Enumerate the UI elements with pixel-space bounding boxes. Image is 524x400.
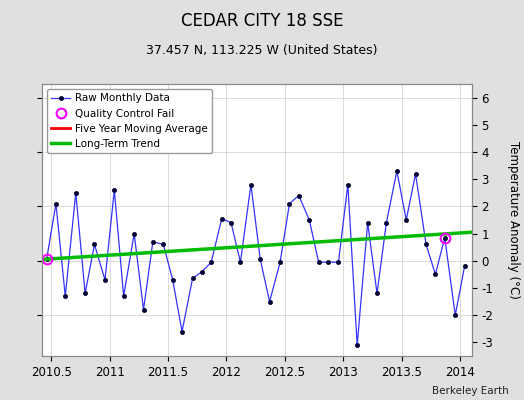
Raw Monthly Data [237,260,244,264]
Raw Monthly Data [335,260,342,264]
Raw Monthly Data [199,269,205,274]
Y-axis label: Temperature Anomaly (°C): Temperature Anomaly (°C) [507,141,520,299]
Text: Berkeley Earth: Berkeley Earth [432,386,508,396]
Raw Monthly Data [43,257,50,262]
Legend: Raw Monthly Data, Quality Control Fail, Five Year Moving Average, Long-Term Tren: Raw Monthly Data, Quality Control Fail, … [47,89,212,153]
Raw Monthly Data [170,278,176,282]
Raw Monthly Data [394,169,400,174]
Raw Monthly Data [403,218,409,222]
Raw Monthly Data [432,272,439,277]
Raw Monthly Data [189,276,195,281]
Raw Monthly Data [248,182,254,187]
Raw Monthly Data [267,299,273,304]
Raw Monthly Data [315,260,322,264]
Raw Monthly Data [150,239,156,244]
Raw Monthly Data [102,278,108,282]
Text: CEDAR CITY 18 SSE: CEDAR CITY 18 SSE [181,12,343,30]
Raw Monthly Data [365,220,371,225]
Raw Monthly Data [412,171,419,176]
Raw Monthly Data [219,216,225,221]
Raw Monthly Data [296,193,302,198]
Raw Monthly Data [62,294,69,298]
Raw Monthly Data [325,260,331,264]
Raw Monthly Data [277,260,283,264]
Raw Monthly Data [228,220,234,225]
Raw Monthly Data [374,291,380,296]
Raw Monthly Data [345,182,351,187]
Raw Monthly Data [354,343,361,348]
Raw Monthly Data [383,220,389,225]
Raw Monthly Data [452,313,458,318]
Raw Monthly Data [423,242,429,247]
Raw Monthly Data [82,291,88,296]
Raw Monthly Data [91,242,97,247]
Raw Monthly Data [257,257,264,262]
Raw Monthly Data [121,294,127,298]
Raw Monthly Data [140,307,147,312]
Raw Monthly Data [306,218,312,222]
Raw Monthly Data [131,231,137,236]
Raw Monthly Data [73,190,79,195]
Text: 37.457 N, 113.225 W (United States): 37.457 N, 113.225 W (United States) [146,44,378,57]
Raw Monthly Data [286,201,292,206]
Line: Raw Monthly Data: Raw Monthly Data [45,169,467,347]
Raw Monthly Data [53,201,59,206]
Raw Monthly Data [160,242,167,247]
Raw Monthly Data [179,329,185,334]
Raw Monthly Data [208,260,214,264]
Raw Monthly Data [111,188,117,192]
Raw Monthly Data [462,264,468,269]
Raw Monthly Data [442,235,448,240]
